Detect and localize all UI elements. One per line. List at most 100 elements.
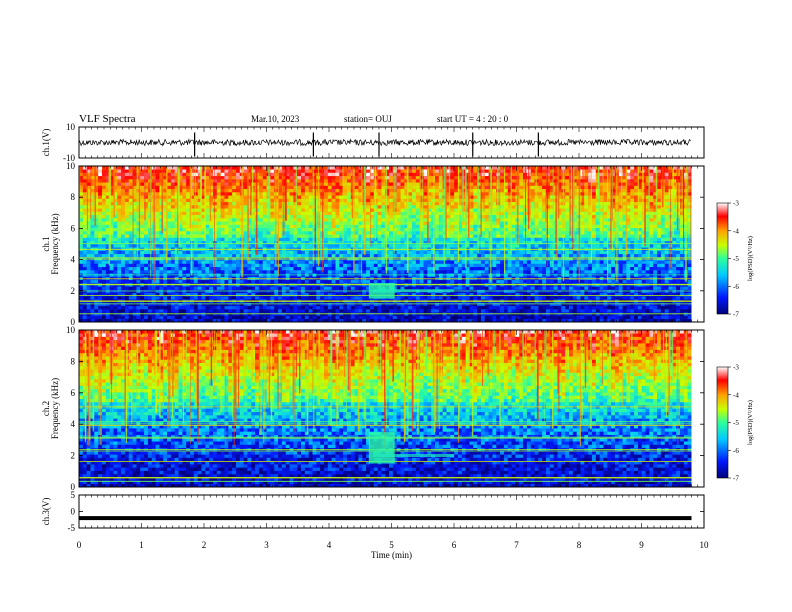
spectrogram-cell: [109, 211, 114, 216]
spectrogram-cell: [419, 318, 424, 323]
spectrogram-cell: [304, 224, 309, 229]
spectrogram-cell: [258, 166, 264, 170]
spectrogram-cell: [124, 201, 130, 206]
spectrogram-cell: [293, 240, 298, 245]
spectrogram-cell: [121, 292, 126, 297]
spectrogram-cell: [404, 221, 409, 225]
spectrogram-cell: [435, 201, 440, 206]
spectrogram-cell: [465, 309, 470, 313]
spectrogram-cell: [94, 318, 99, 323]
spectrogram-cell: [339, 172, 344, 177]
spectrogram-cell: [79, 266, 84, 271]
spectrogram-cell: [228, 195, 233, 199]
spectrogram-cell: [220, 221, 225, 225]
spectrogram-cell: [178, 208, 183, 212]
spectrogram-cell: [335, 305, 340, 310]
spectrogram-cell: [316, 286, 321, 290]
spectrogram-cell: [228, 292, 233, 297]
spectrogram-cell: [155, 166, 160, 170]
spectrogram-cell: [358, 253, 363, 258]
spectrogram-cell: [167, 188, 172, 193]
spectrogram-cell: [163, 172, 168, 177]
spectrogram-cell: [224, 205, 229, 209]
spectrogram-cell: [136, 296, 141, 300]
spectrogram-cell: [415, 263, 421, 268]
spectrogram-cell: [105, 175, 110, 180]
spectrogram-cell: [258, 237, 264, 242]
spectrogram-cell: [182, 182, 187, 186]
spectrogram-cell: [408, 292, 413, 297]
spectrogram-cell: [377, 240, 382, 245]
spectrogram-cell: [262, 166, 267, 170]
spectrogram-cell: [396, 172, 401, 177]
spectrogram-cell: [270, 195, 275, 199]
spectrogram-cell: [419, 270, 424, 274]
spectrogram-cell: [90, 305, 95, 310]
spectrogram-cell: [94, 286, 99, 290]
spectrogram-cell: [278, 260, 283, 264]
spectrogram-cell: [90, 188, 95, 193]
spectrogram-cell: [389, 318, 394, 323]
spectrogram-cell: [182, 221, 187, 225]
spectrogram-cell: [163, 260, 168, 264]
spectrogram-cell: [392, 315, 398, 320]
spectrogram-cell: [228, 198, 233, 203]
spectrogram-cell: [435, 318, 440, 323]
spectrogram-cell: [167, 286, 172, 290]
spectrogram-cell: [419, 221, 424, 225]
spectrogram-cell: [327, 214, 332, 219]
spectrogram-cell: [293, 166, 298, 170]
spectrogram-cell: [201, 263, 206, 268]
spectrogram-cell: [301, 166, 306, 170]
spectrogram-cell: [197, 182, 202, 186]
spectrogram-cell: [354, 192, 359, 196]
spectrogram-cell: [174, 292, 179, 297]
spectrogram-cell: [435, 208, 440, 212]
spectrogram-cell: [412, 192, 417, 196]
spectrogram-cell: [362, 270, 367, 274]
spectrogram-cell: [94, 276, 99, 281]
spectrogram-cell: [155, 205, 160, 209]
spectrogram-cell: [251, 250, 256, 255]
spectrogram-cell: [446, 221, 451, 225]
spectrogram-cell: [331, 218, 336, 222]
spectrogram-cell: [178, 286, 183, 290]
spectrogram-cell: [346, 188, 352, 193]
spectrogram-cell: [182, 205, 187, 209]
spectrogram-cell: [343, 166, 348, 170]
spectrogram-cell: [193, 231, 198, 235]
spectrogram-cell: [270, 279, 275, 284]
spectrogram-cell: [385, 266, 390, 271]
spectrogram-cell: [82, 218, 87, 222]
spectrogram-cell: [212, 315, 218, 320]
spectrogram-cell: [324, 198, 329, 203]
spectrogram-cell: [427, 182, 432, 186]
spectrogram-cell: [281, 315, 287, 320]
spectrogram-cell: [297, 185, 302, 190]
spectrogram-cell: [419, 253, 424, 258]
spectrogram-cell: [86, 276, 91, 281]
spectrogram-cell: [281, 234, 287, 238]
spectrogram-cell: [312, 192, 317, 196]
spectrogram-cell: [304, 234, 309, 238]
spectrogram-cell: [427, 214, 432, 219]
spectrogram-cell: [389, 266, 394, 271]
spectrogram-cell: [235, 185, 241, 190]
spectrogram-cell: [408, 315, 413, 320]
spectrogram-cell: [224, 198, 229, 203]
spectrogram-cell: [304, 286, 309, 290]
spectrogram-cell: [212, 250, 218, 255]
spectrogram-cell: [312, 276, 317, 281]
spectrogram-cell: [289, 182, 294, 186]
spectrogram-cell: [251, 244, 256, 248]
spectrogram-cell: [312, 201, 317, 206]
spectrogram-cell: [159, 214, 164, 219]
spectrogram-cell: [308, 172, 313, 177]
spectrogram-cell: [132, 296, 137, 300]
spectrogram-cell: [113, 195, 118, 199]
spectrogram-cell: [366, 214, 371, 219]
spectrogram-cell: [128, 296, 133, 300]
spectrogram-cell: [289, 250, 294, 255]
spectrogram-cell: [128, 201, 133, 206]
spectrogram-cell: [366, 318, 371, 323]
